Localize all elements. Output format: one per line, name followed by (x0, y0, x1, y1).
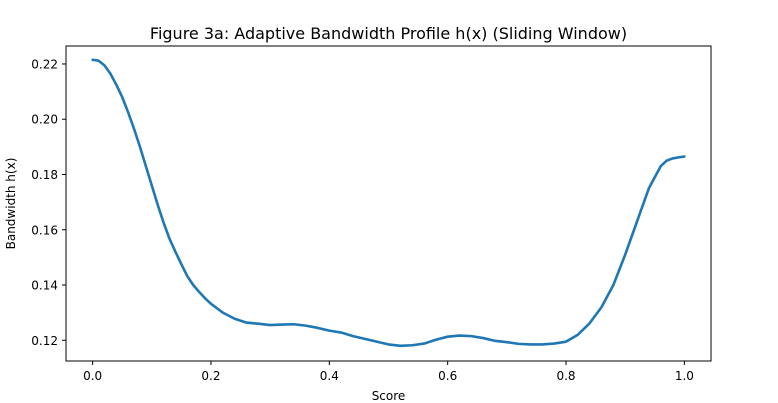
y-tick-label: 0.14 (31, 279, 58, 293)
x-axis-label: Score (372, 389, 406, 403)
y-tick-label: 0.16 (31, 223, 58, 237)
y-axis-label: Bandwidth h(x) (4, 158, 18, 250)
series-line-0 (91, 58, 686, 348)
y-tick-label: 0.20 (31, 113, 58, 127)
y-tick-label: 0.18 (31, 168, 58, 182)
y-tick-label: 0.22 (31, 57, 58, 71)
x-tick-label: 0.2 (201, 369, 220, 383)
x-tick-label: 0.6 (438, 369, 457, 383)
x-tick-label: 1.0 (675, 369, 694, 383)
axes-frame (65, 45, 712, 362)
y-tick-label: 0.12 (31, 334, 58, 348)
x-tick-label: 0.0 (83, 369, 102, 383)
x-tick-label: 0.8 (556, 369, 575, 383)
chart-title: Figure 3a: Adaptive Bandwidth Profile h(… (150, 24, 627, 43)
plot-area: 0.0 0.2 0.4 0.6 0.8 1.0 0.12 0.14 0.16 0.18 0.20 0.… (31, 45, 712, 383)
x-tick-label: 0.4 (320, 369, 339, 383)
